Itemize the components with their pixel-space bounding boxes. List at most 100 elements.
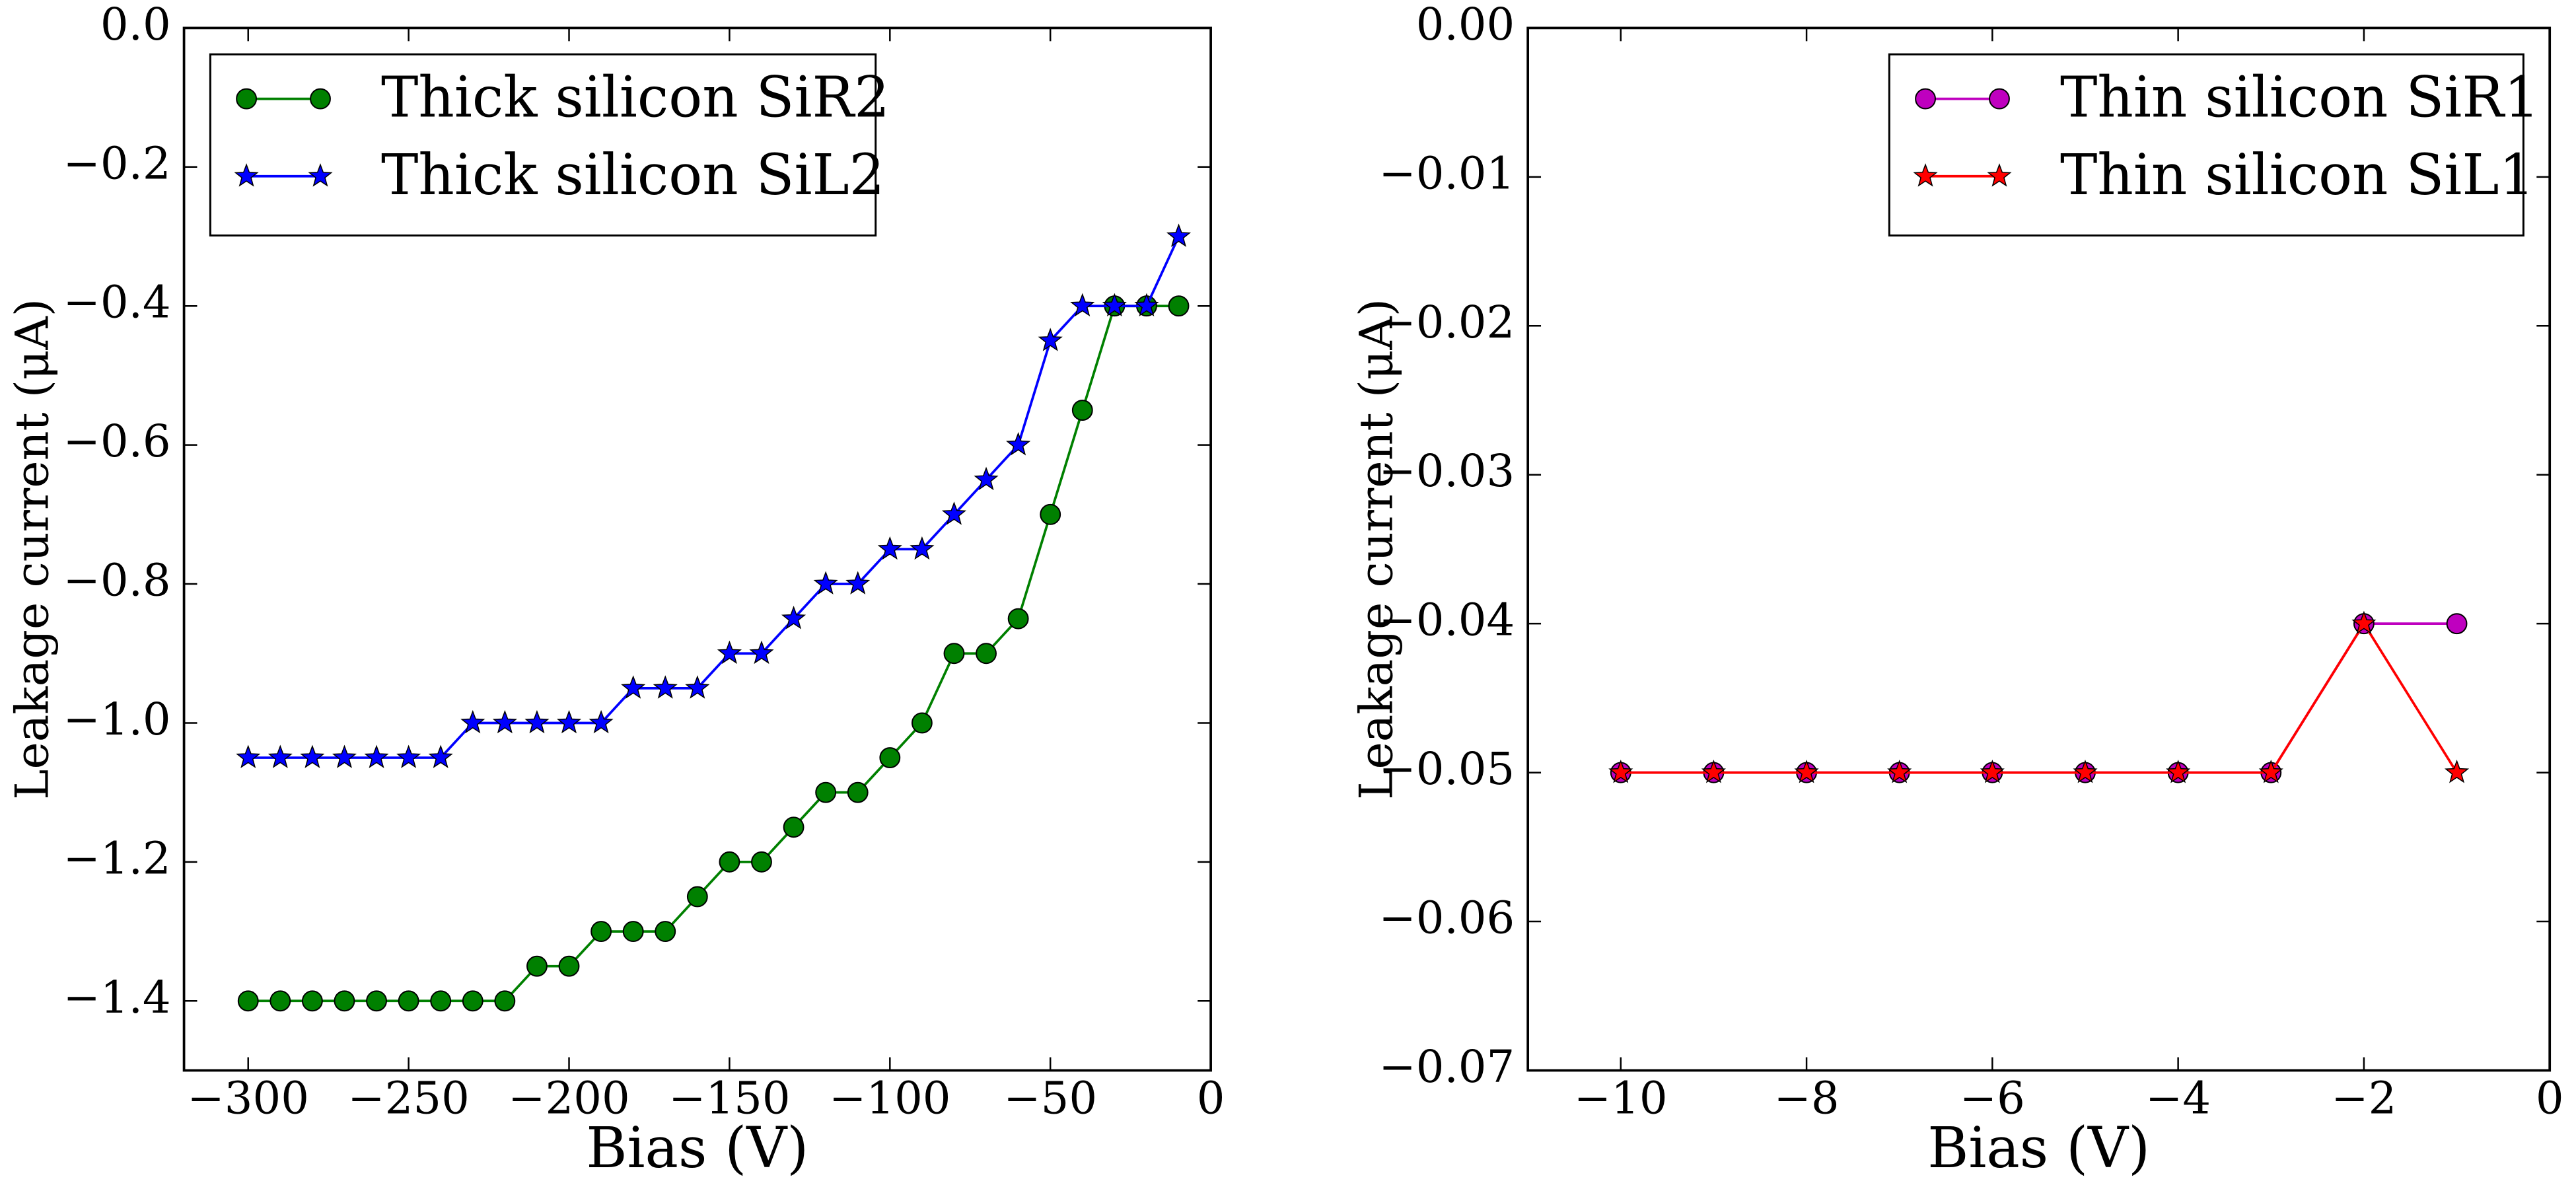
- marker: [751, 851, 772, 873]
- marker: [1887, 760, 1912, 783]
- marker: [558, 955, 580, 977]
- x-tick-label: −250: [347, 1072, 469, 1124]
- marker: [911, 712, 933, 734]
- marker: [1071, 400, 1093, 421]
- axes: −300 −250 −200 −150 −100 −50 0 −1.4 −1.2 −1.0 −0.8…: [6, 0, 1225, 1180]
- marker: [460, 709, 485, 734]
- axes-frame: [182, 26, 1212, 1072]
- marker: [1989, 88, 2010, 110]
- marker: [589, 709, 614, 734]
- marker: [1701, 760, 1727, 783]
- y-axis-label: Leakage current (μA): [1349, 299, 1403, 800]
- marker: [1913, 163, 1938, 187]
- x-tick-label: −8: [1774, 1072, 1840, 1124]
- marker: [2444, 760, 2470, 783]
- y-tick-label: −0.06: [1378, 892, 1515, 944]
- y-tick-label: −1.2: [63, 832, 171, 884]
- y-tick-label: 0.0: [100, 0, 171, 50]
- marker: [1006, 432, 1031, 456]
- legend: Thin silicon SiR1 Thin silicon SiL1: [1888, 53, 2540, 237]
- legend-label: Thick silicon SiL2: [381, 142, 884, 207]
- marker: [301, 990, 323, 1012]
- marker: [268, 744, 293, 768]
- marker: [494, 990, 516, 1012]
- marker: [1007, 608, 1029, 630]
- marker: [1794, 760, 1819, 783]
- marker: [462, 990, 483, 1012]
- marker: [686, 886, 708, 908]
- x-tick-label: 0: [2536, 1072, 2564, 1124]
- marker: [943, 643, 965, 665]
- marker: [749, 640, 774, 665]
- marker: [813, 571, 838, 594]
- marker: [364, 744, 389, 768]
- axes: −10 −8 −6 −4 −2 0 −0.07 −0.06 −0.05 −0.04 −0.03 −0.…: [1349, 0, 2563, 1180]
- x-tick-label: −100: [829, 1072, 950, 1124]
- marker: [2446, 613, 2468, 635]
- marker: [236, 744, 261, 768]
- legend-box: [1888, 53, 2524, 237]
- x-tick-label: 0: [1197, 1072, 1225, 1124]
- x-axis-label: Bias (V): [586, 1115, 808, 1180]
- marker: [2351, 610, 2377, 635]
- marker: [526, 955, 548, 977]
- marker: [1987, 163, 2012, 187]
- marker: [1608, 760, 1633, 783]
- x-tick-label: −6: [1960, 1072, 2025, 1124]
- series-line: [1620, 621, 2458, 774]
- marker: [1070, 293, 1095, 317]
- marker: [1915, 88, 1936, 110]
- y-tick-label: −1.0: [63, 694, 171, 745]
- marker: [815, 781, 837, 803]
- x-tick-label: −150: [668, 1072, 790, 1124]
- y-tick-label: −0.8: [63, 554, 171, 606]
- marker: [719, 851, 740, 873]
- marker: [332, 744, 357, 768]
- marker: [1980, 760, 2005, 783]
- marker: [430, 990, 452, 1012]
- marker: [237, 990, 259, 1012]
- marker: [236, 88, 258, 110]
- x-axis-label: Bias (V): [1927, 1115, 2150, 1180]
- marker: [1168, 295, 1190, 317]
- marker: [847, 781, 869, 803]
- marker: [845, 571, 871, 594]
- y-tick-label: −0.03: [1378, 445, 1515, 497]
- y-axis-label: Leakage current (μA): [6, 299, 59, 800]
- marker: [556, 709, 582, 734]
- axes-frame: [1526, 26, 2552, 1072]
- y-tick-label: −0.01: [1378, 147, 1515, 199]
- marker: [653, 675, 678, 699]
- marker: [308, 163, 333, 187]
- marker: [1038, 328, 1063, 351]
- marker: [941, 501, 967, 525]
- marker: [366, 990, 387, 1012]
- y-tick-label: −0.4: [63, 277, 171, 328]
- marker: [655, 921, 676, 943]
- y-tick-label: −0.02: [1378, 297, 1515, 348]
- marker: [492, 709, 517, 734]
- marker: [590, 921, 612, 943]
- y-tick-label: −0.07: [1378, 1041, 1515, 1093]
- marker: [2166, 760, 2191, 783]
- marker: [717, 640, 742, 665]
- marker: [398, 990, 419, 1012]
- y-tick-label: 0.00: [1416, 0, 1515, 50]
- y-tick-label: −0.04: [1378, 594, 1515, 646]
- marker: [2258, 760, 2283, 783]
- marker: [976, 643, 997, 665]
- marker: [1166, 223, 1192, 247]
- legend-label: Thick silicon SiR2: [381, 65, 890, 130]
- marker: [269, 990, 291, 1012]
- y-tick-label: −0.05: [1378, 743, 1515, 795]
- marker: [621, 675, 646, 699]
- marker: [524, 709, 550, 734]
- legend: Thick silicon SiR2 Thick silicon SiL2: [209, 53, 890, 237]
- x-tick-label: −300: [188, 1072, 309, 1124]
- marker: [1134, 293, 1159, 317]
- y-tick-label: −1.4: [63, 972, 171, 1023]
- marker: [234, 163, 259, 187]
- marker: [879, 747, 901, 769]
- legend-label: Thin silicon SiR1: [2060, 65, 2540, 130]
